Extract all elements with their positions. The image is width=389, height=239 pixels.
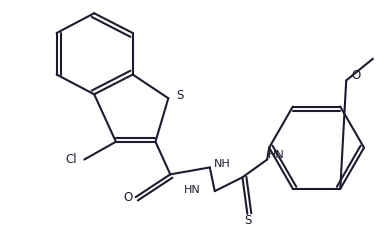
Text: S: S xyxy=(176,89,184,102)
Text: O: O xyxy=(123,190,132,204)
Text: NH: NH xyxy=(214,159,231,169)
Text: HN: HN xyxy=(268,150,285,160)
Text: Cl: Cl xyxy=(66,153,77,166)
Text: O: O xyxy=(351,69,360,82)
Text: S: S xyxy=(245,214,252,227)
Text: HN: HN xyxy=(184,185,201,195)
